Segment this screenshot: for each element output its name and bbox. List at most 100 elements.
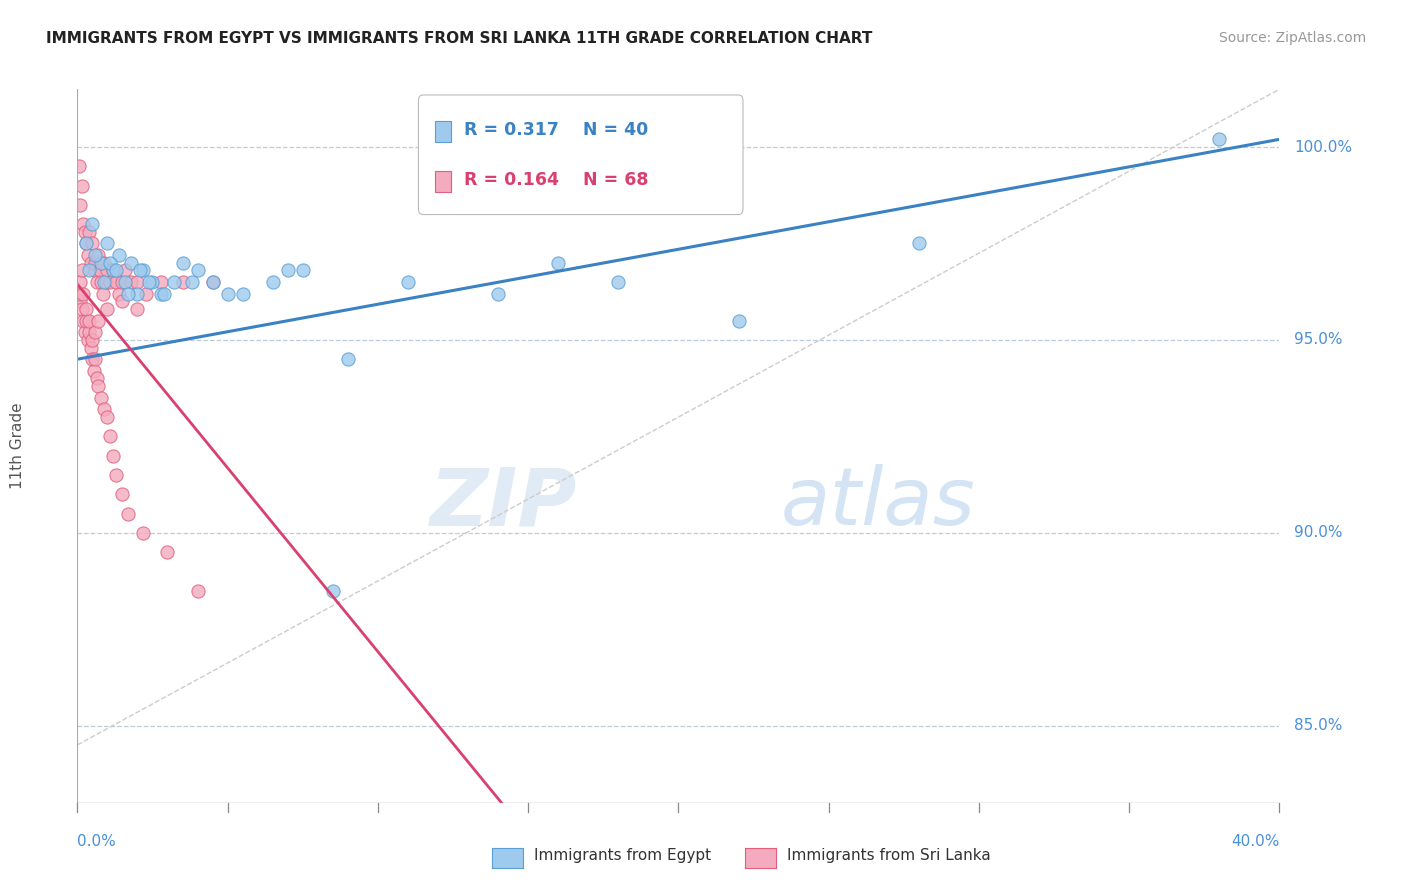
Point xyxy=(91,286,114,301)
Point xyxy=(105,467,128,482)
Point xyxy=(69,275,91,289)
Text: 100.0%: 100.0% xyxy=(1295,139,1353,154)
Point xyxy=(100,429,122,443)
Point xyxy=(82,333,104,347)
Point xyxy=(127,275,149,289)
Point xyxy=(70,301,93,316)
Point xyxy=(84,256,107,270)
Point xyxy=(69,198,91,212)
Point xyxy=(90,275,112,289)
Text: 90.0%: 90.0% xyxy=(1295,525,1343,541)
Point xyxy=(180,275,202,289)
Point xyxy=(336,352,359,367)
Point xyxy=(73,325,96,339)
Point xyxy=(89,263,111,277)
Point xyxy=(96,263,118,277)
Text: 11th Grade: 11th Grade xyxy=(10,402,25,490)
Text: 40.0%: 40.0% xyxy=(1232,834,1279,848)
Point xyxy=(103,263,125,277)
Point xyxy=(186,583,209,598)
Point xyxy=(111,275,134,289)
Point xyxy=(75,236,97,251)
Point xyxy=(156,545,179,559)
Point xyxy=(172,275,194,289)
Point xyxy=(72,313,94,327)
Point xyxy=(120,275,142,289)
Point xyxy=(75,236,97,251)
Point xyxy=(127,286,149,301)
Point xyxy=(86,371,108,385)
Point xyxy=(105,263,128,277)
Point xyxy=(277,263,299,277)
Text: ZIP: ZIP xyxy=(429,464,576,542)
Point xyxy=(114,263,136,277)
Point xyxy=(150,275,173,289)
Bar xyxy=(434,171,451,193)
Point xyxy=(117,286,139,301)
Point xyxy=(79,313,101,327)
Point xyxy=(607,275,630,289)
Point xyxy=(72,286,94,301)
Point xyxy=(84,248,107,262)
Point xyxy=(908,236,931,251)
Point xyxy=(100,256,122,270)
Point xyxy=(117,507,139,521)
Text: R = 0.317    N = 40: R = 0.317 N = 40 xyxy=(464,120,648,138)
Point xyxy=(262,275,284,289)
Point xyxy=(120,256,142,270)
Point xyxy=(94,275,117,289)
Point xyxy=(162,275,184,289)
Text: IMMIGRANTS FROM EGYPT VS IMMIGRANTS FROM SRI LANKA 11TH GRADE CORRELATION CHART: IMMIGRANTS FROM EGYPT VS IMMIGRANTS FROM… xyxy=(46,31,873,46)
Point xyxy=(100,275,122,289)
Point xyxy=(201,275,224,289)
Point xyxy=(232,286,254,301)
Point xyxy=(84,352,107,367)
Point xyxy=(84,325,107,339)
Point xyxy=(80,256,103,270)
Point xyxy=(291,263,314,277)
Point xyxy=(1208,132,1230,146)
Point xyxy=(96,236,118,251)
Point xyxy=(67,159,90,173)
Point xyxy=(87,313,110,327)
Point xyxy=(75,313,97,327)
Point xyxy=(141,275,163,289)
Text: 0.0%: 0.0% xyxy=(77,834,117,848)
Text: Source: ZipAtlas.com: Source: ZipAtlas.com xyxy=(1219,31,1367,45)
Point xyxy=(105,275,128,289)
Point xyxy=(75,301,97,316)
Text: 85.0%: 85.0% xyxy=(1295,718,1343,733)
Point xyxy=(87,248,110,262)
Point xyxy=(90,391,112,405)
Point xyxy=(72,217,94,231)
Point xyxy=(79,225,101,239)
Point xyxy=(111,294,134,309)
Point xyxy=(79,325,101,339)
Point xyxy=(93,275,115,289)
Point xyxy=(114,275,136,289)
Point xyxy=(86,275,108,289)
Point xyxy=(111,487,134,501)
Point xyxy=(96,410,118,425)
Point xyxy=(217,286,239,301)
FancyBboxPatch shape xyxy=(419,95,742,215)
Point xyxy=(322,583,344,598)
Point xyxy=(132,525,155,540)
Point xyxy=(172,256,194,270)
Point xyxy=(486,286,509,301)
Point xyxy=(129,263,152,277)
Text: Immigrants from Egypt: Immigrants from Egypt xyxy=(534,848,711,863)
Point xyxy=(87,379,110,393)
Point xyxy=(127,301,149,316)
Point xyxy=(150,286,173,301)
Point xyxy=(90,256,112,270)
Text: 95.0%: 95.0% xyxy=(1295,333,1343,347)
Point xyxy=(83,364,105,378)
Point xyxy=(76,333,98,347)
Point xyxy=(96,301,118,316)
Point xyxy=(79,263,101,277)
Text: atlas: atlas xyxy=(780,464,976,542)
Point xyxy=(108,286,131,301)
Point xyxy=(83,263,105,277)
Point xyxy=(201,275,224,289)
